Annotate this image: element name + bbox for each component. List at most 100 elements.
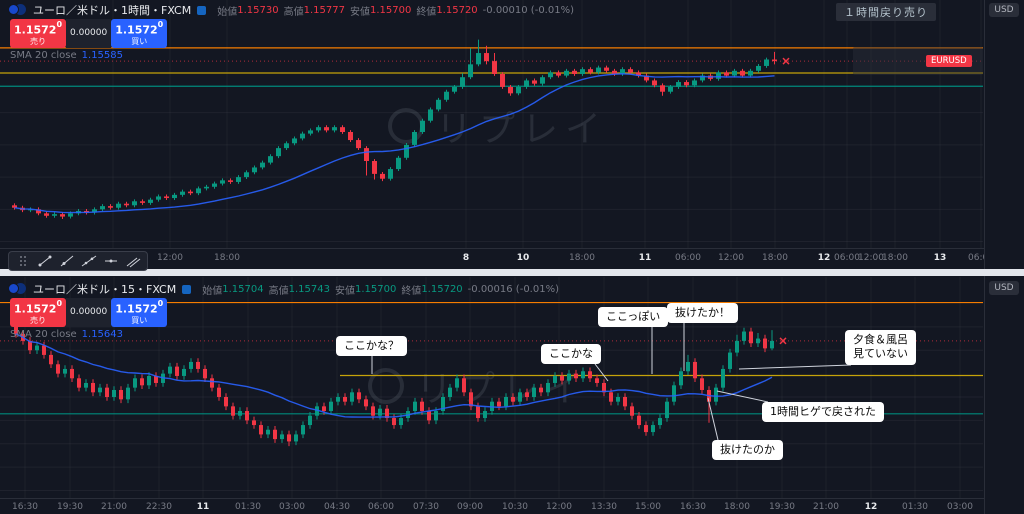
time-axis-label: 04:30 <box>324 502 350 512</box>
currency-pair-icon <box>8 4 27 16</box>
time-axis-label: 06:00 <box>968 253 994 263</box>
sell-button[interactable]: 1.15720 売り <box>10 19 66 48</box>
time-axis-label: 09:00 <box>457 502 483 512</box>
time-axis-label: 13:30 <box>591 502 617 512</box>
sell-button[interactable]: 1.15720 売り <box>10 298 66 327</box>
callout-note[interactable]: ここかな？ <box>336 336 407 357</box>
time-axis-label: 01:30 <box>235 502 261 512</box>
ohlc-row: 始値 1.15730 高値 1.15777 安値 1.15700 終値 1.15720 … <box>212 3 574 18</box>
m15-trade-widget: 1.15720 売り 0.00000 1.15720 買い <box>10 298 168 327</box>
fxcm-logo-icon <box>197 5 207 15</box>
buy-price: 1.1572 <box>115 23 158 37</box>
callout-note[interactable]: ここかな <box>541 344 601 365</box>
drawing-toolbar <box>8 251 148 271</box>
h1-sma-legend[interactable]: SMA 20 close 1.15585 <box>10 50 123 61</box>
high-value: 1.15777 <box>303 4 345 16</box>
time-axis-label: 16:30 <box>12 502 38 512</box>
sma-label: SMA 20 close <box>10 329 77 340</box>
time-axis-label: 12:00 <box>546 502 572 512</box>
time-axis-label: 11 <box>196 502 210 512</box>
change-value: -0.00010 (-0.01%) <box>482 4 574 16</box>
currency-pair-icon <box>8 283 27 295</box>
symbol-title[interactable]: ユーロ／米ドル・1時間・FXCM <box>33 4 192 17</box>
buy-button[interactable]: 1.15720 買い <box>111 19 168 48</box>
time-axis-label: 12:00 <box>718 253 744 263</box>
symbol-title[interactable]: ユーロ／米ドル・15・FXCM <box>33 283 177 296</box>
close-label: 終値 <box>416 6 437 18</box>
close-label: 終値 <box>401 285 422 297</box>
time-axis-label: 12 <box>817 253 831 263</box>
currency-unit-button[interactable]: USD <box>989 3 1019 17</box>
time-axis-label: 22:30 <box>146 502 172 512</box>
time-axis-label: 07:30 <box>413 502 439 512</box>
open-value: 1.15730 <box>237 4 279 16</box>
change-value: -0.00016 (-0.01%) <box>467 283 559 295</box>
open-label: 始値 <box>217 6 238 18</box>
sell-price: 1.1572 <box>13 23 57 37</box>
time-axis-label: 12 <box>864 502 878 512</box>
spread-value: 0.00000 <box>66 19 112 48</box>
trend-line-icon[interactable] <box>35 253 55 269</box>
m15-sma-legend[interactable]: SMA 20 close 1.15643 <box>10 329 123 340</box>
time-axis-label: 15:00 <box>635 502 661 512</box>
pane-divider[interactable] <box>0 269 1024 276</box>
time-axis-label: 18:00 <box>762 253 788 263</box>
sell-label: 売り <box>30 315 46 325</box>
open-label: 始値 <box>202 285 223 297</box>
symbol-price-tag: EURUSD <box>926 55 972 67</box>
high-label: 高値 <box>268 285 289 297</box>
low-label: 安値 <box>334 285 355 297</box>
low-value: 1.15700 <box>354 283 397 295</box>
extended-line-icon[interactable] <box>79 253 99 269</box>
currency-unit-button[interactable]: USD <box>989 281 1019 295</box>
time-axis-label: 06:00 <box>368 502 394 512</box>
callout-note[interactable]: 抜けたか！ <box>667 303 738 324</box>
m15-symbol-header: ユーロ／米ドル・15・FXCM 始値 1.15704 高値 1.15743 安値 1.… <box>8 282 559 297</box>
strategy-note[interactable]: １時間戻り売り <box>836 3 936 21</box>
time-axis-label: 10 <box>516 253 530 263</box>
time-axis-label: 18:00 <box>569 253 595 263</box>
h1-symbol-header: ユーロ／米ドル・1時間・FXCM 始値 1.15730 高値 1.15777 安値 1… <box>8 3 574 18</box>
time-axis-label: 06:00 <box>675 253 701 263</box>
sma-value: 1.15585 <box>81 50 124 61</box>
buy-label: 買い <box>131 36 148 46</box>
sell-price-sup: 0 <box>56 20 63 29</box>
close-value: 1.15720 <box>421 283 463 295</box>
callout-note[interactable]: 夕食＆風呂 見ていない <box>845 330 916 365</box>
buy-label: 買い <box>131 315 148 325</box>
parallel-channel-icon[interactable] <box>123 253 143 269</box>
callout-note[interactable]: ここっぽい <box>598 307 669 328</box>
callout-note[interactable]: 1時間ヒゲで戻された <box>762 402 884 423</box>
callout-note[interactable]: 抜けたのか <box>712 440 783 461</box>
time-axis-label: 13 <box>933 253 947 263</box>
buy-price-sup: 0 <box>157 299 164 308</box>
time-axis-label: 8 <box>462 253 470 263</box>
close-value: 1.15720 <box>436 4 478 16</box>
open-value: 1.15704 <box>222 283 264 295</box>
spread-value: 0.00000 <box>66 298 112 327</box>
h1-trade-widget: 1.15720 売り 0.00000 1.15720 買い <box>10 19 168 48</box>
ray-icon[interactable] <box>57 253 77 269</box>
time-axis-label: 01:30 <box>902 502 928 512</box>
sell-label: 売り <box>30 36 46 46</box>
buy-button[interactable]: 1.15720 買い <box>111 298 168 327</box>
time-axis-label: 12:00 <box>858 253 884 263</box>
drag-handle-icon[interactable] <box>13 253 33 269</box>
horizontal-line-icon[interactable] <box>101 253 121 269</box>
time-axis-label: 19:30 <box>769 502 795 512</box>
price-axis[interactable] <box>984 0 1024 514</box>
buy-price-sup: 0 <box>157 20 164 29</box>
buy-price: 1.1572 <box>115 302 158 316</box>
sell-price-sup: 0 <box>56 299 63 308</box>
time-axis-label: 03:00 <box>279 502 305 512</box>
time-axis-label: 06:00 <box>834 253 860 263</box>
time-axis-label: 12:00 <box>157 253 183 263</box>
time-axis-label: 21:00 <box>813 502 839 512</box>
time-axis-label: 19:30 <box>57 502 83 512</box>
time-axis-label: 16:30 <box>680 502 706 512</box>
time-axis-label: 18:00 <box>724 502 750 512</box>
sma-label: SMA 20 close <box>10 50 77 61</box>
